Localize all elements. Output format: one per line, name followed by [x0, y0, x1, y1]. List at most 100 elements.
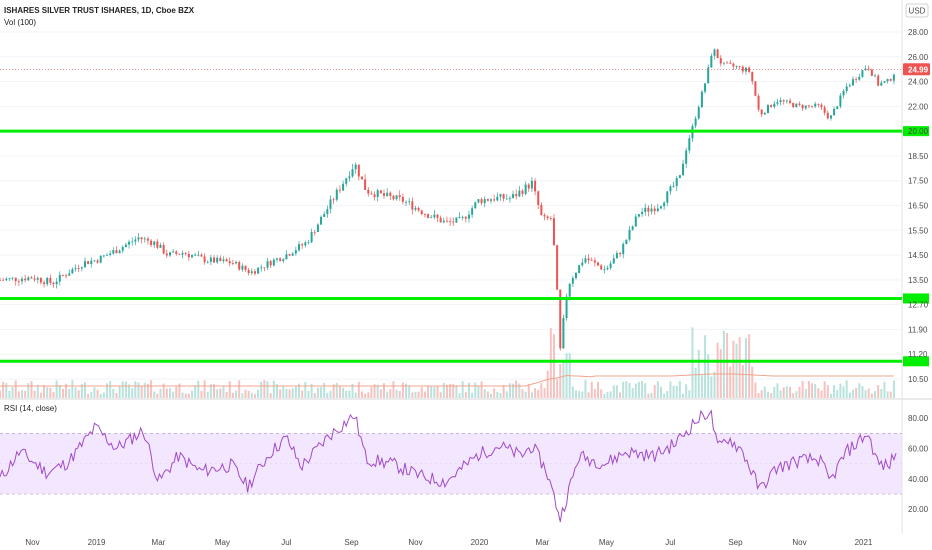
- volume-bar: [619, 392, 622, 398]
- candle-body: [571, 278, 574, 284]
- volume-bar: [647, 393, 650, 398]
- candle-body: [713, 49, 716, 56]
- volume-bar: [168, 388, 171, 398]
- volume-legend[interactable]: Vol (100): [4, 18, 36, 27]
- volume-bar: [128, 384, 131, 398]
- volume-bar: [449, 383, 452, 398]
- candle-body: [467, 214, 470, 219]
- volume-bar: [194, 385, 197, 398]
- volume-bar: [653, 385, 656, 398]
- volume-bar: [58, 385, 61, 398]
- volume-bar: [241, 393, 244, 398]
- candle-body: [354, 164, 357, 170]
- candle-body: [124, 244, 127, 248]
- volume-bar: [269, 393, 272, 398]
- candle-body: [823, 107, 826, 113]
- volume-bar: [27, 383, 30, 398]
- volume-ma-line: [0, 373, 894, 387]
- currency-button[interactable]: [905, 3, 929, 18]
- candle-body: [146, 238, 149, 241]
- volume-bar: [641, 380, 644, 398]
- volume-bar: [732, 340, 735, 398]
- candle-body: [77, 268, 80, 269]
- volume-bar: [244, 389, 247, 398]
- candle-body: [455, 217, 458, 223]
- candle-body: [669, 186, 672, 192]
- candle-body: [622, 243, 625, 255]
- volume-bar: [49, 387, 52, 398]
- candle-body: [795, 103, 798, 108]
- volume-bar: [379, 389, 382, 398]
- volume-bar: [313, 393, 316, 398]
- candle-body: [521, 190, 524, 194]
- candle-body: [474, 202, 477, 209]
- volume-bar: [628, 382, 631, 398]
- candle-body: [266, 261, 269, 268]
- volume-bar: [562, 362, 565, 398]
- volume-bar: [294, 386, 297, 398]
- volume-bar: [726, 332, 729, 398]
- candle-body: [376, 190, 379, 198]
- currency-label[interactable]: USD: [909, 7, 926, 16]
- volume-bar: [795, 391, 798, 398]
- candle-body: [458, 216, 461, 218]
- price-pane[interactable]: [0, 0, 902, 398]
- candle-body: [112, 250, 115, 254]
- candle-body: [14, 277, 17, 282]
- volume-bar: [291, 388, 294, 398]
- rsi-axis[interactable]: 80.00 60.00 40.00 20.00: [908, 414, 929, 514]
- candle-body: [867, 68, 870, 70]
- candle-body: [741, 66, 744, 72]
- volume-bar: [17, 391, 20, 398]
- volume-bar: [490, 393, 493, 398]
- candle-body: [187, 253, 190, 258]
- volume-bar: [43, 384, 46, 398]
- candle-body: [96, 260, 99, 263]
- candle-body: [707, 67, 710, 84]
- price-axis[interactable]: 28.00 26.00 24.00 22.00 20.00 18.50 17.50 16.50…: [908, 28, 929, 384]
- volume-bar: [398, 391, 401, 398]
- volume-bar: [575, 390, 577, 398]
- volume-bar: [74, 387, 77, 398]
- volume-bar: [323, 382, 326, 398]
- volume-bar: [342, 387, 345, 398]
- symbol-title[interactable]: ISHARES SILVER TRUST ISHARES, 1D, Cboe B…: [4, 6, 195, 15]
- candle-body: [115, 250, 118, 254]
- candle-body: [820, 104, 823, 108]
- time-tick-label: Nov: [792, 538, 806, 547]
- time-tick-label: Nov: [25, 538, 39, 547]
- candle-body: [184, 253, 187, 254]
- volume-bar: [685, 384, 688, 398]
- candle-body: [143, 238, 146, 240]
- candle-body: [379, 190, 382, 194]
- candle-body: [836, 106, 839, 109]
- time-tick-label: Sep: [344, 538, 359, 547]
- price-tick-label: 15.50: [908, 226, 929, 235]
- candle-body: [732, 63, 735, 67]
- volume-bar: [83, 382, 86, 398]
- horizontal-levels[interactable]: [0, 126, 929, 367]
- candle-body: [150, 240, 153, 246]
- volume-bar: [807, 381, 810, 398]
- volume-bar: [729, 366, 732, 398]
- time-axis[interactable]: Nov 2019 Mar May Jul Sep Nov 2020 Mar May Jul Sep No…: [25, 538, 873, 547]
- level-badge: [903, 356, 929, 367]
- volume-bar: [301, 390, 304, 398]
- rsi-legend[interactable]: RSI (14, close): [4, 404, 57, 413]
- volume-bar: [354, 392, 357, 398]
- time-tick-label: 2019: [88, 538, 106, 547]
- volume-bar: [861, 385, 864, 398]
- candle-body: [275, 258, 278, 260]
- volume-bar: [496, 391, 499, 398]
- candle-body: [140, 237, 143, 240]
- candle-body: [628, 229, 631, 240]
- candle-body: [760, 109, 763, 115]
- candle-body: [272, 259, 275, 266]
- candle-body: [39, 277, 42, 283]
- candle-body: [688, 138, 691, 151]
- volume-bar: [833, 385, 836, 398]
- candle-body: [883, 81, 886, 83]
- volume-bar: [631, 388, 634, 398]
- volume-bar: [625, 381, 628, 398]
- candle-body: [206, 261, 209, 263]
